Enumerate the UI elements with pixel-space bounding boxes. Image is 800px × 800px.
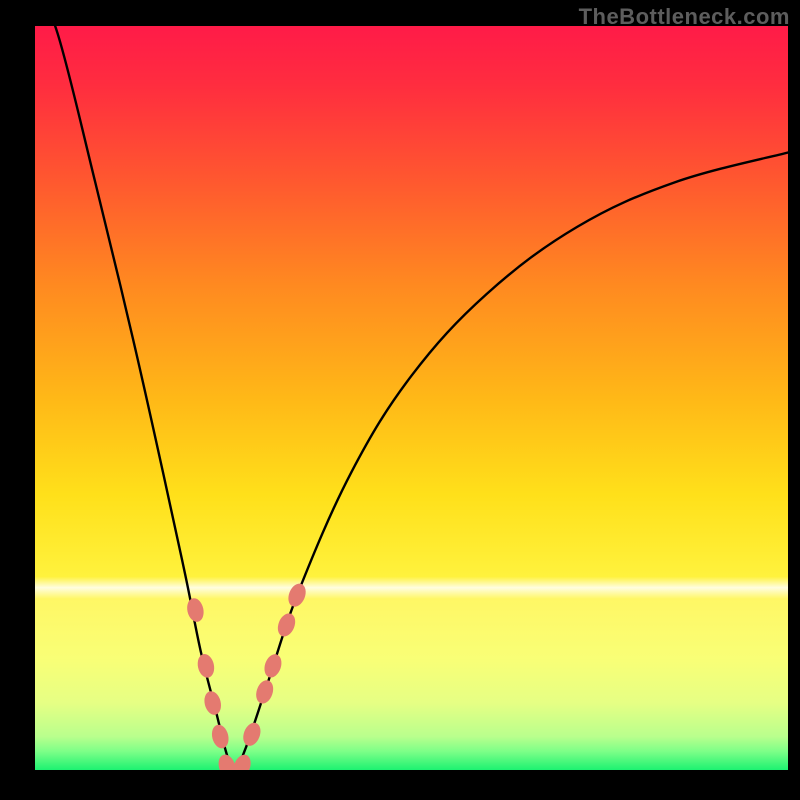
gradient-background: [35, 26, 788, 770]
plot-area: [35, 26, 788, 770]
watermark-text: TheBottleneck.com: [579, 4, 790, 30]
plot-svg: [35, 26, 788, 770]
chart-frame: TheBottleneck.com: [0, 0, 800, 800]
